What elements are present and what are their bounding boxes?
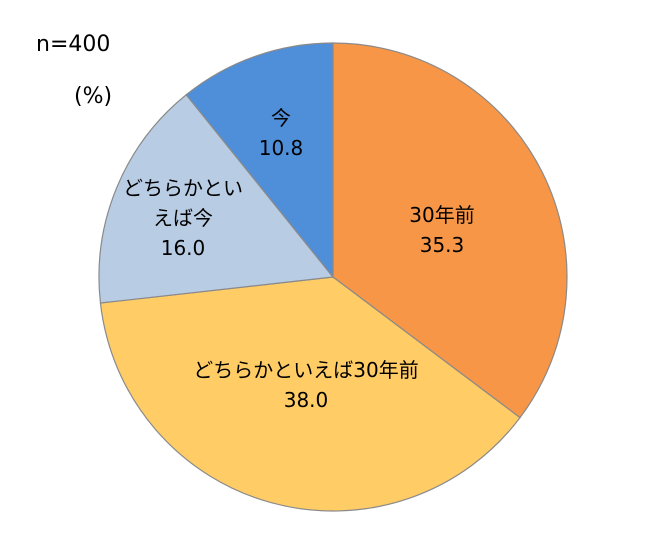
pie-slices	[98, 42, 568, 512]
pie-category-label: 今	[271, 106, 291, 130]
pie-slice-4	[185, 42, 334, 279]
pie-label-2: どちらかといえば30年前 38.0	[193, 358, 418, 412]
pie-category-label: 30年前	[409, 203, 474, 227]
pie-label-1: 30年前 35.3	[409, 203, 474, 257]
unit-label: (%)	[74, 84, 113, 109]
pie-label-3: どちらかといえば今 16.0	[123, 176, 243, 260]
pie-category-label: どちらかとい	[123, 176, 243, 200]
pie-value-label: 10.8	[259, 136, 304, 160]
sample-size-label: n=400	[36, 32, 111, 57]
pie-value-label: 35.3	[420, 233, 465, 257]
pie-label-4: 今 10.8	[259, 106, 304, 160]
pie-value-label: 16.0	[161, 236, 206, 260]
pie-labels: 30年前 35.3 どちらかといえば30年前 38.0 どちらかといえば今 16.0 今 10…	[123, 106, 475, 412]
pie-category-label: えば今	[153, 206, 213, 230]
pie-value-label: 38.0	[284, 388, 329, 412]
pie-slice-3	[98, 93, 335, 304]
pie-slice-2	[99, 276, 521, 512]
pie-slice-1	[332, 42, 568, 419]
pie-category-label: どちらかといえば30年前	[193, 358, 418, 382]
